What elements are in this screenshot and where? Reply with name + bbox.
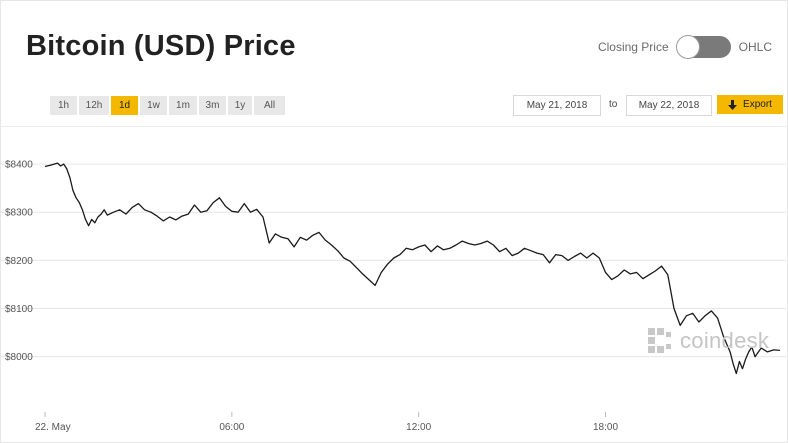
date-to-field[interactable]: May 22, 2018 [626,95,712,116]
closing-price-label: Closing Price [597,40,669,54]
y-tick-label: $8200 [5,256,33,267]
y-tick-label: $8400 [5,160,33,171]
range-button-3m[interactable]: 3m [199,96,226,115]
range-selector: 1h 12h 1d 1w 1m 3m 1y All [50,96,285,115]
date-from-field[interactable]: May 21, 2018 [513,95,601,116]
range-button-1m[interactable]: 1m [169,96,197,115]
range-button-12h[interactable]: 12h [79,96,109,115]
range-button-1h[interactable]: 1h [50,96,77,115]
x-tick-label: 18:00 [593,422,618,433]
range-button-1y[interactable]: 1y [228,96,252,115]
y-tick-label: $8000 [5,352,33,363]
y-tick-label: $8100 [5,304,33,315]
download-arrow-icon [728,99,738,110]
range-button-all[interactable]: All [254,96,285,115]
toggle-knob[interactable] [675,35,700,59]
export-button[interactable]: Export [717,95,783,114]
export-label: Export [743,99,772,110]
ohlc-label: OHLC [738,40,772,54]
price-mode-toggle-group: Closing Price OHLC [597,35,772,59]
watermark-text: coindesk [680,328,770,353]
price-mode-toggle[interactable] [675,35,731,59]
x-tick-label: 22. May [35,422,71,433]
y-tick-label: $8300 [5,208,33,219]
page-title: Bitcoin (USD) Price [26,30,296,62]
x-tick-label: 06:00 [219,422,244,433]
date-to-separator: to [609,99,618,110]
x-tick-label: 12:00 [406,422,431,433]
range-button-1w[interactable]: 1w [140,96,167,115]
coindesk-watermark: coindesk [648,328,769,354]
coindesk-logo-icon [648,328,671,353]
range-button-1d[interactable]: 1d [111,96,138,115]
price-line [44,162,780,375]
header-divider [0,126,786,127]
